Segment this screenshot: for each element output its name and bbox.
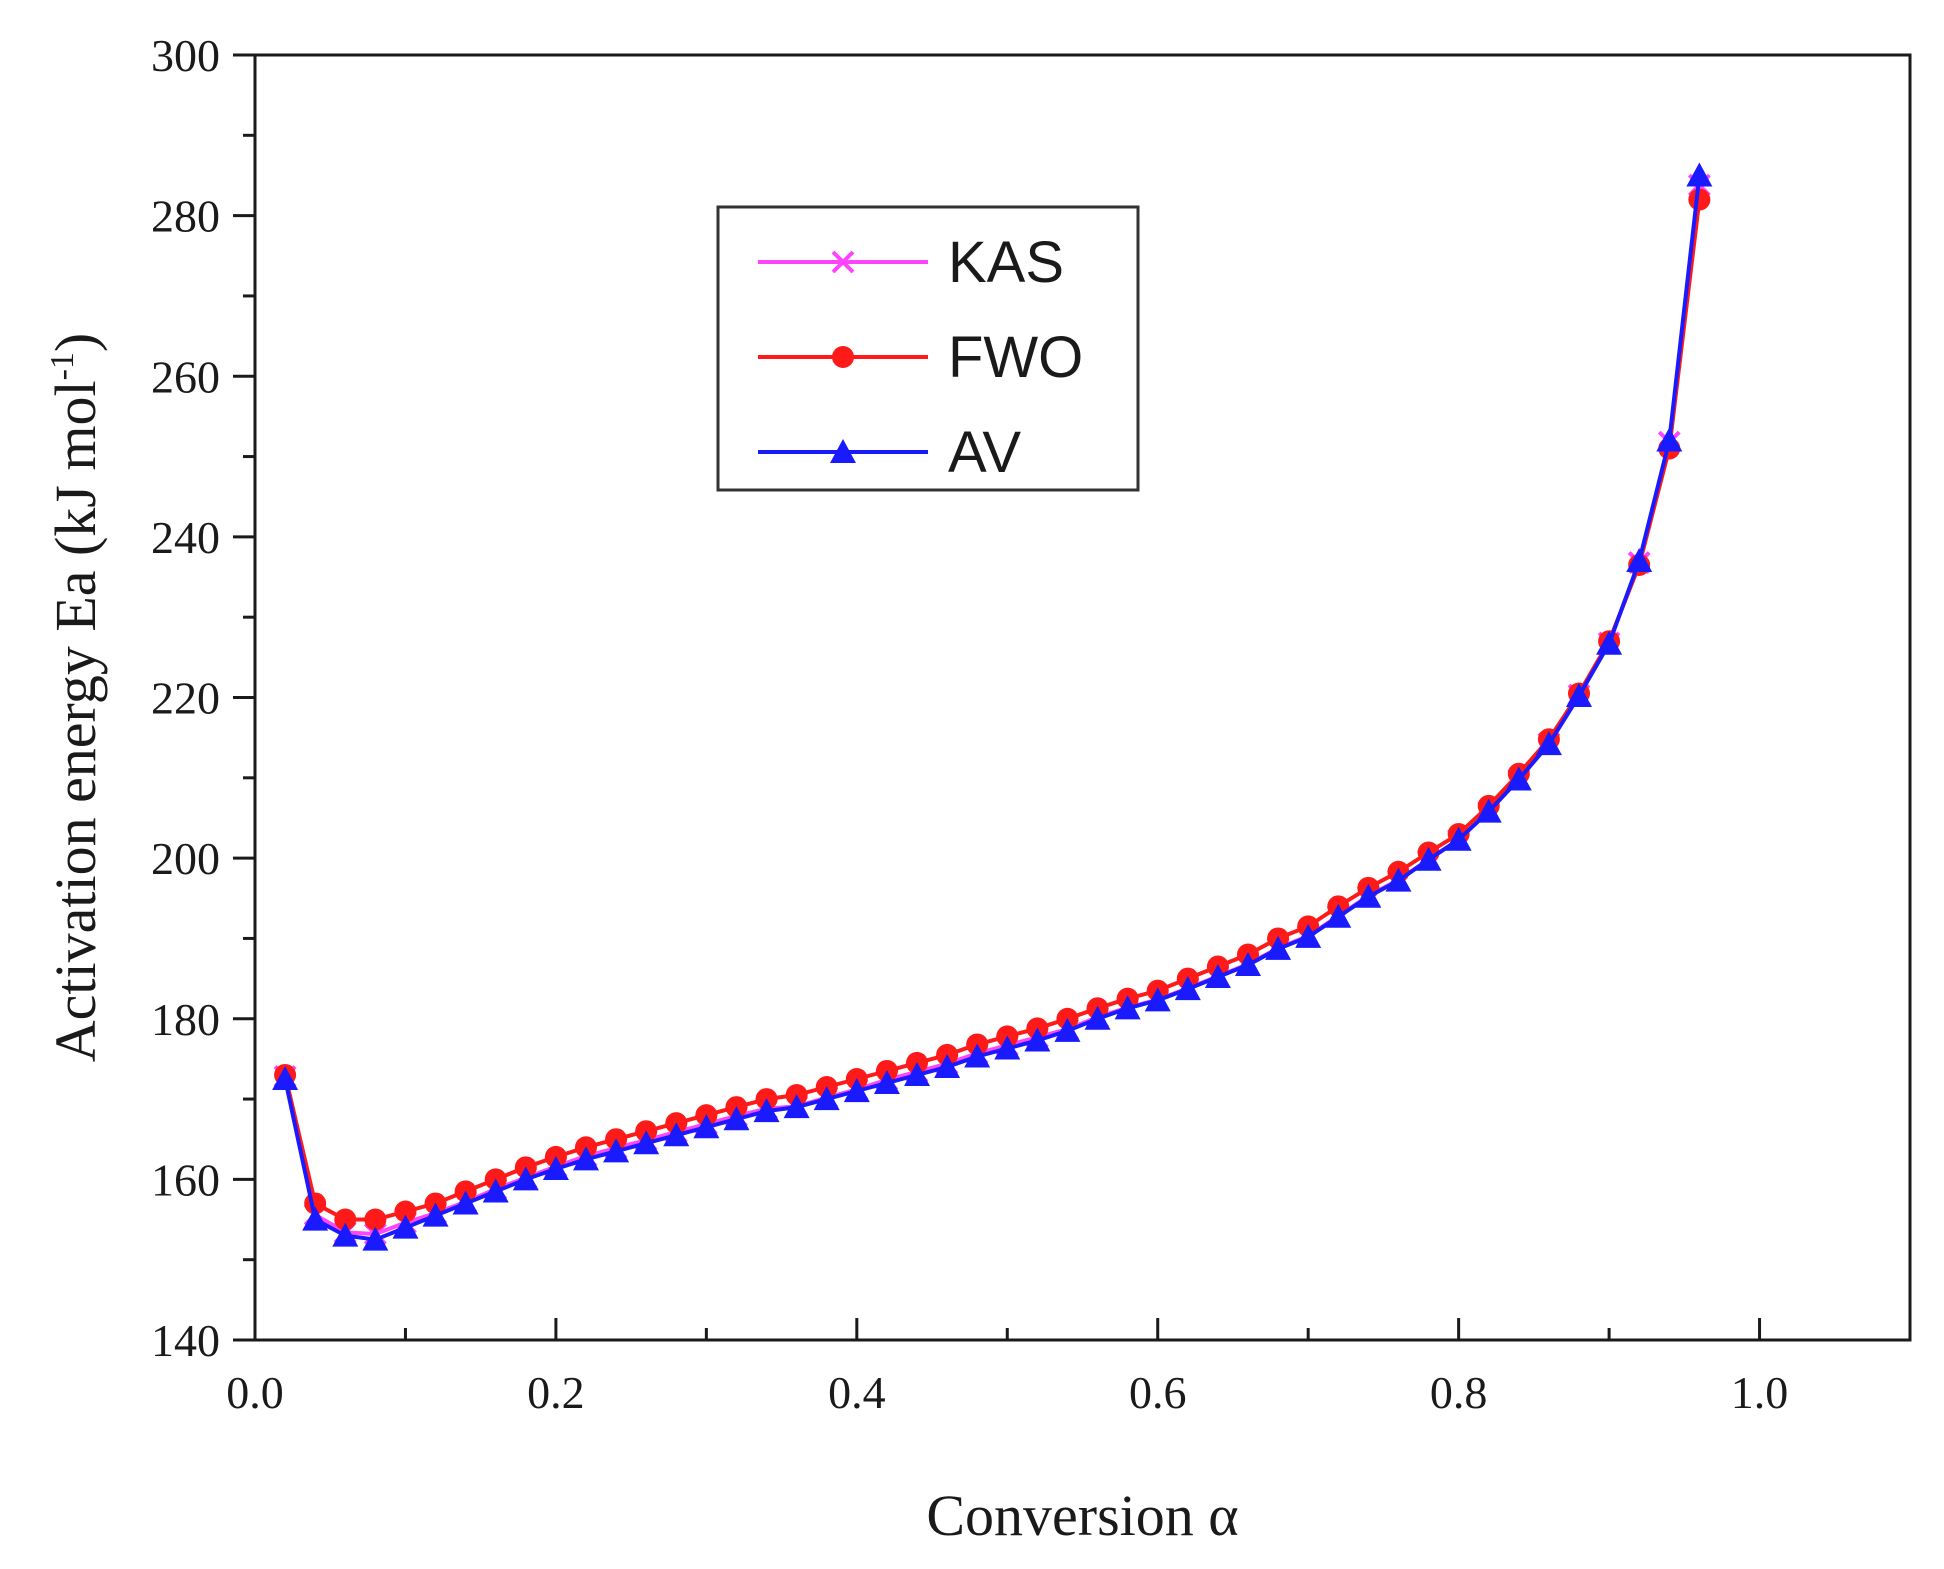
data-point-av xyxy=(362,1226,389,1251)
data-point-fwo xyxy=(394,1200,417,1223)
data-point-av xyxy=(1144,987,1171,1012)
y-axis-title-main: Activation energy Ea (kJ mol xyxy=(43,380,108,1062)
y-tick-label: 300 xyxy=(151,30,220,81)
legend-marker-fwo xyxy=(832,346,854,368)
data-point-av xyxy=(392,1214,419,1239)
data-point-fwo xyxy=(364,1208,387,1231)
data-point-av xyxy=(1656,427,1683,452)
y-tick-label: 220 xyxy=(151,673,220,724)
x-tick-label: 0.2 xyxy=(527,1367,585,1418)
legend-label-av: AV xyxy=(948,420,1021,485)
data-point-av xyxy=(1204,963,1231,989)
data-point-av xyxy=(663,1122,690,1147)
data-point-av xyxy=(1235,951,1261,976)
axis-tick-labels: 0.0 0.2 0.4 0.6 0.8 1.0 140 160 180 200 220 240 260 2… xyxy=(151,30,1788,1418)
data-point-av xyxy=(693,1114,720,1139)
data-point-av xyxy=(422,1202,449,1227)
data-point-av xyxy=(332,1222,359,1247)
y-tick-label: 200 xyxy=(151,833,220,884)
data-point-av xyxy=(873,1070,900,1095)
data-point-av xyxy=(1174,976,1201,1001)
data-point-av xyxy=(512,1166,539,1191)
data-point-av xyxy=(603,1138,630,1163)
data-point-av xyxy=(573,1146,599,1171)
y-tick-label: 240 xyxy=(151,512,220,563)
y-axis-title: Activation energy Ea (kJ mol-1) xyxy=(43,333,108,1063)
data-point-av xyxy=(1355,883,1382,908)
data-point-av xyxy=(1024,1027,1051,1052)
data-point-av xyxy=(1445,826,1472,851)
y-tick-label: 260 xyxy=(151,351,220,402)
data-point-av xyxy=(452,1190,479,1215)
data-point-av xyxy=(1054,1017,1081,1042)
data-point-av xyxy=(542,1155,569,1180)
x-tick-label: 0.6 xyxy=(1129,1367,1187,1418)
data-point-av xyxy=(813,1086,840,1111)
data-point-av xyxy=(1475,798,1502,823)
legend-label-kas: KAS xyxy=(948,230,1064,295)
legend: KAS FWO AV xyxy=(716,205,1140,492)
legend-marker-av xyxy=(830,439,856,464)
data-point-av xyxy=(783,1094,810,1119)
data-point-av xyxy=(302,1206,329,1231)
data-point-av xyxy=(1084,1005,1111,1030)
data-point-av xyxy=(482,1178,509,1203)
y-axis-title-superscript: -1 xyxy=(44,352,81,380)
data-point-av xyxy=(1535,731,1562,756)
x-axis-title: Conversion α xyxy=(926,1483,1238,1548)
data-point-av xyxy=(1265,935,1292,960)
plot-series xyxy=(272,162,1713,1251)
x-tick-label: 0.0 xyxy=(226,1367,284,1418)
data-point-fwo xyxy=(334,1208,357,1231)
data-point-av xyxy=(1686,162,1713,187)
legend-label-fwo: FWO xyxy=(948,325,1083,390)
data-point-av xyxy=(1295,923,1322,948)
x-tick-label: 1.0 xyxy=(1731,1367,1789,1418)
data-point-av xyxy=(994,1035,1021,1060)
data-point-fwo xyxy=(1688,188,1711,211)
plot-frame xyxy=(253,53,1912,1342)
y-tick-label: 180 xyxy=(151,994,220,1045)
data-point-av xyxy=(1325,903,1352,928)
data-point-av xyxy=(753,1098,780,1123)
y-axis-title-close: ) xyxy=(43,333,108,352)
x-tick-label: 0.8 xyxy=(1430,1367,1488,1418)
data-point-av xyxy=(272,1065,299,1091)
axis-ticks xyxy=(233,53,1912,1342)
data-point-av xyxy=(1505,766,1532,791)
data-point-av xyxy=(1566,682,1592,707)
data-point-av xyxy=(1114,995,1141,1020)
data-point-av xyxy=(633,1130,660,1155)
series-av xyxy=(272,162,1713,1251)
legend-box xyxy=(716,205,1140,492)
data-point-av xyxy=(964,1043,991,1068)
data-point-av xyxy=(904,1061,930,1087)
data-point-av xyxy=(934,1053,961,1078)
data-point-av xyxy=(843,1078,870,1103)
x-tick-label: 0.4 xyxy=(828,1367,886,1418)
y-tick-label: 280 xyxy=(151,191,220,242)
data-point-av xyxy=(1415,846,1442,871)
legend-item-fwo: FWO xyxy=(758,325,1083,390)
legend-item-av: AV xyxy=(758,420,1021,485)
data-point-av xyxy=(1596,630,1623,655)
legend-marker-kas xyxy=(831,250,855,274)
data-point-av xyxy=(723,1106,750,1131)
legend-item-kas: KAS xyxy=(758,230,1064,295)
y-tick-label: 140 xyxy=(151,1315,220,1366)
y-tick-label: 160 xyxy=(151,1154,220,1205)
data-point-av xyxy=(1385,867,1412,892)
data-point-av xyxy=(1626,547,1653,573)
